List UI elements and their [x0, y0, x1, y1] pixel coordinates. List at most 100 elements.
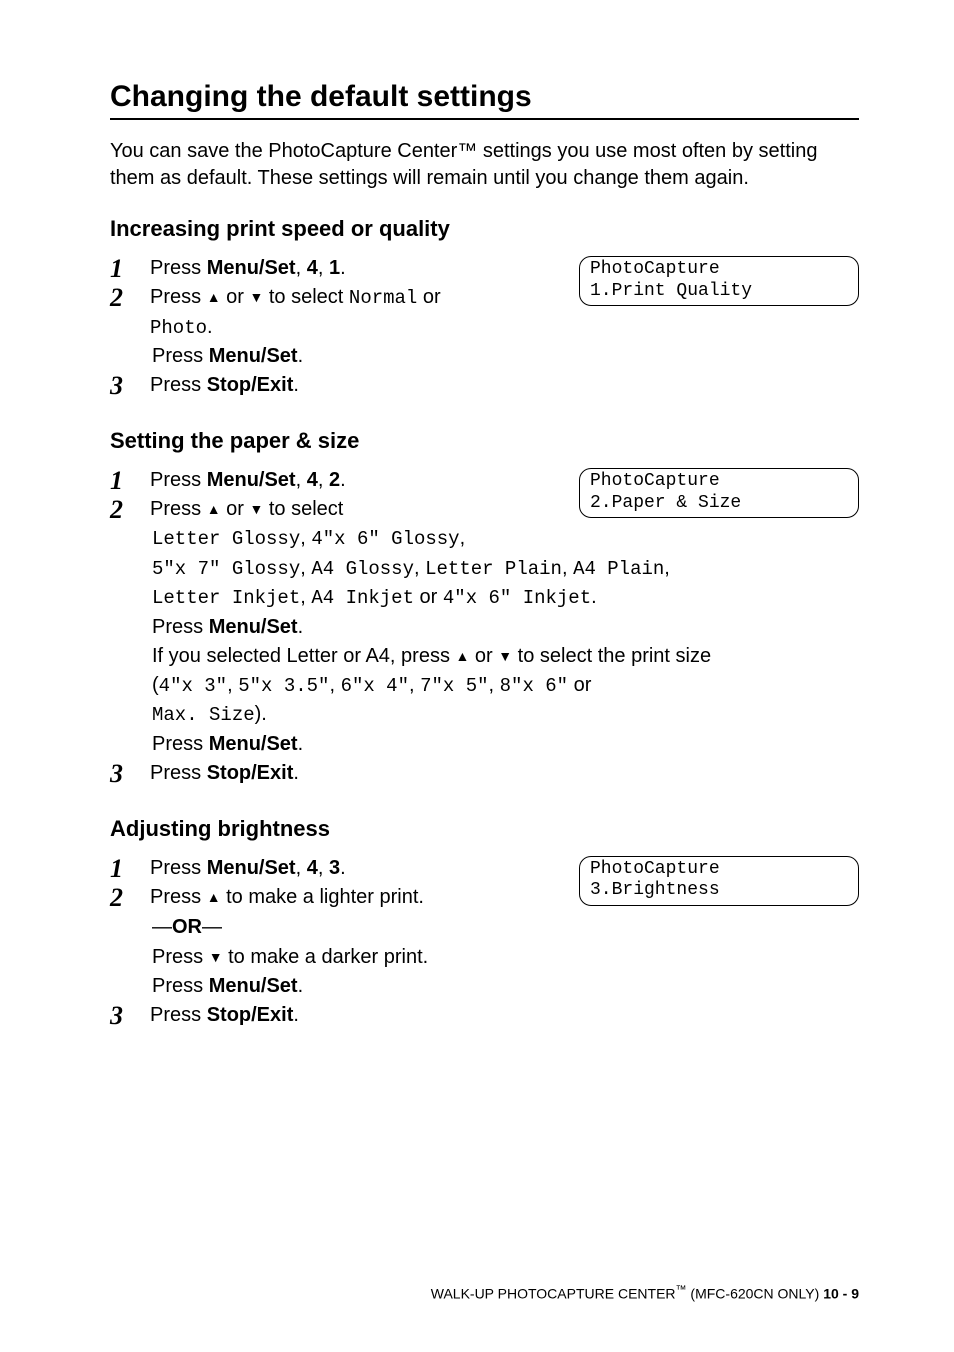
subheading-paper-size: Setting the paper & size [110, 428, 859, 454]
t: or [221, 286, 250, 308]
step-text: Press ▲ or ▼ to select [150, 495, 859, 524]
step-continuation: Press Menu/Set. [152, 342, 859, 371]
size: 8"x 6" [500, 675, 568, 697]
key-stopexit: Stop/Exit [207, 374, 294, 396]
size: 5"x 3.5" [238, 675, 329, 697]
footer-text: (MFC-620CN ONLY) [687, 1286, 824, 1302]
opt: A4 Inkjet [311, 587, 414, 609]
t: Press [152, 345, 209, 367]
up-arrow-icon: ▲ [456, 648, 470, 664]
size: 6"x 4" [341, 675, 409, 697]
t: , [664, 557, 670, 579]
key-4: 4 [307, 469, 318, 491]
opt-normal: Normal [349, 287, 417, 309]
paper-options: Letter Glossy, 4"x 6" Glossy, 5"x 7" Glo… [152, 524, 859, 613]
step-3: 3 Press Stop/Exit. [110, 1001, 859, 1030]
t: , [300, 557, 311, 579]
steps-brightness: 1 Press Menu/Set, 4, 3. PhotoCapture 3.B… [110, 854, 859, 1030]
step-continuation: Press Menu/Set. [152, 972, 859, 1001]
t: , [300, 527, 311, 549]
or-separator: —OR— [152, 916, 859, 939]
t: or [414, 586, 443, 608]
lcd-line-1: PhotoCapture [590, 471, 848, 493]
t: , [318, 857, 329, 879]
opt: Letter Glossy [152, 528, 300, 550]
step-2: 2 Press ▲ to make a lighter print. [110, 883, 859, 912]
t: , [318, 469, 329, 491]
dash: — [152, 916, 172, 938]
step-number: 1 [110, 254, 150, 282]
step-number: 2 [110, 495, 150, 523]
t: , [296, 857, 307, 879]
t: or [469, 645, 498, 667]
t: or [568, 674, 591, 696]
step-continuation: Press Menu/Set. [152, 613, 859, 642]
t: Press [152, 975, 209, 997]
t: Press [152, 733, 209, 755]
opt: 4"x 6" Inkjet [443, 587, 591, 609]
key-stopexit: Stop/Exit [207, 762, 294, 784]
t: , [562, 557, 573, 579]
step-1: 1 Press Menu/Set, 4, 3. PhotoCapture 3.B… [110, 854, 859, 883]
key-stopexit: Stop/Exit [207, 1004, 294, 1026]
t: . [298, 733, 304, 755]
t: Press [150, 286, 207, 308]
t: ). [255, 703, 267, 725]
t: Press [150, 857, 207, 879]
opt: Letter Plain [425, 558, 562, 580]
up-arrow-icon: ▲ [207, 501, 221, 517]
lcd-line-1: PhotoCapture [590, 859, 848, 881]
step-2: 2 Press ▲ or ▼ to select [110, 495, 859, 524]
key-menuset: Menu/Set [207, 469, 296, 491]
t: . [591, 586, 597, 608]
footer-text: WALK-UP PHOTOCAPTURE CENTER [431, 1286, 676, 1302]
page-number: 10 - 9 [823, 1286, 859, 1302]
t: , [300, 586, 311, 608]
down-arrow-icon: ▼ [249, 501, 263, 517]
t: , [296, 257, 307, 279]
t: Press [150, 886, 207, 908]
t: , [414, 557, 425, 579]
t: to select the print size [512, 645, 711, 667]
page-footer: WALK-UP PHOTOCAPTURE CENTER™ (MFC-620CN … [431, 1284, 859, 1302]
opt-photo: Photo [150, 317, 207, 339]
t: . [298, 975, 304, 997]
subheading-brightness: Adjusting brightness [110, 816, 859, 842]
key-menuset: Menu/Set [207, 857, 296, 879]
t: Press [150, 498, 207, 520]
key-4: 4 [307, 857, 318, 879]
t: or [417, 286, 440, 308]
step-1: 1 Press Menu/Set, 4, 2. PhotoCapture 2.P… [110, 466, 859, 495]
t: Press [150, 762, 207, 784]
steps-print-speed: 1 Press Menu/Set, 4, 1. PhotoCapture 1.P… [110, 254, 859, 400]
t: . [340, 257, 346, 279]
intro-paragraph: You can save the PhotoCapture Center™ se… [110, 138, 859, 192]
t: , [409, 674, 420, 696]
step-1: 1 Press Menu/Set, 4, 1. PhotoCapture 1.P… [110, 254, 859, 283]
t: , [227, 674, 238, 696]
t: to select [263, 498, 343, 520]
step-text: Press Stop/Exit. [150, 1001, 859, 1030]
step-number: 3 [110, 1001, 150, 1029]
t: , [460, 527, 466, 549]
key-2: 2 [329, 469, 340, 491]
size: 4"x 3" [159, 675, 227, 697]
opt: 4"x 6" Glossy [311, 528, 459, 550]
t: or [221, 498, 250, 520]
t: to select [263, 286, 349, 308]
t: Press [150, 469, 207, 491]
step-number: 3 [110, 371, 150, 399]
if-selected-note: If you selected Letter or A4, press ▲ or… [152, 642, 859, 730]
up-arrow-icon: ▲ [207, 289, 221, 305]
size: Max. Size [152, 704, 255, 726]
t: . [298, 616, 304, 638]
key-3: 3 [329, 857, 340, 879]
step-text: Press Stop/Exit. [150, 759, 859, 788]
section-title: Changing the default settings [110, 80, 859, 120]
down-arrow-icon: ▼ [209, 949, 223, 965]
step-number: 3 [110, 759, 150, 787]
opt: Letter Inkjet [152, 587, 300, 609]
t: , [489, 674, 500, 696]
steps-paper-size: 1 Press Menu/Set, 4, 2. PhotoCapture 2.P… [110, 466, 859, 788]
opt: 5"x 7" Glossy [152, 558, 300, 580]
